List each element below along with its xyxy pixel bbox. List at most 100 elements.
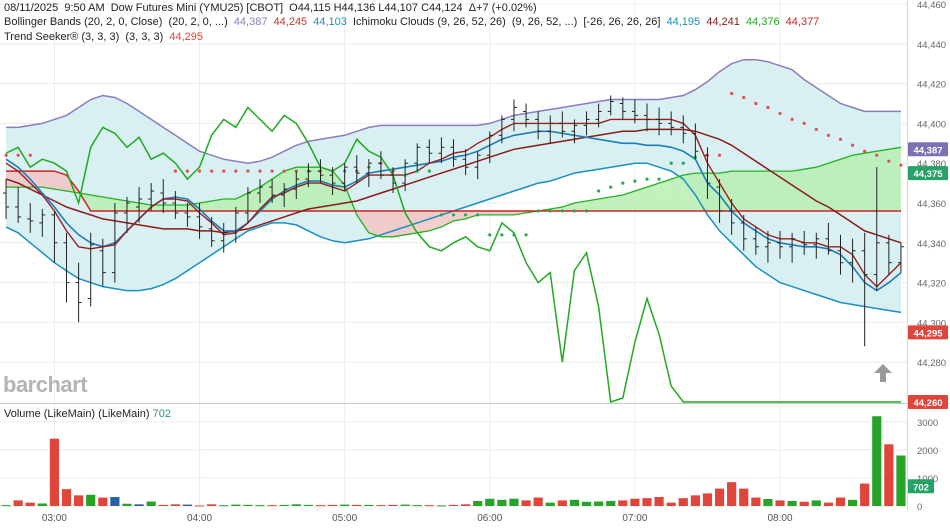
- volume-legend-name[interactable]: Volume (LikeMain): [4, 408, 96, 420]
- bollinger-band-fill: [6, 59, 901, 313]
- volume-bar: [847, 499, 858, 506]
- trend-seeker-dot: [234, 169, 238, 173]
- price-badge: [908, 325, 948, 340]
- price-badge-label: 44,260: [913, 398, 942, 409]
- ichimoku-cloud-segment: [852, 153, 865, 211]
- legend-ichimoku-name[interactable]: Ichimoku Clouds (9, 26, 52, 26): [352, 16, 506, 28]
- volume-bar: [86, 494, 96, 506]
- volume-bar: [243, 504, 253, 506]
- ichimoku-cloud-segment: [393, 210, 406, 237]
- volume-bar: [255, 505, 265, 507]
- trend-seeker-dot: [766, 105, 770, 110]
- legend-ichimoku-params2: [-26, 26, 26, 26]: [583, 16, 661, 28]
- ichimoku-cloud-segment: [622, 191, 635, 211]
- ichimoku-cloud-segment: [888, 147, 901, 211]
- trend-seeker-dot: [4, 153, 8, 157]
- volume-bar: [751, 497, 761, 506]
- price-tick-label: 44,420: [917, 80, 946, 91]
- price-tick-label: 44,320: [917, 279, 946, 290]
- volume-bar: [533, 497, 543, 506]
- trend-seeker-dot: [500, 233, 504, 237]
- volume-bar: [400, 504, 410, 506]
- volume-bar: [327, 504, 338, 506]
- trend-seeker-dot: [463, 213, 468, 217]
- ichimoku-cloud-segment: [417, 210, 430, 233]
- ichimoku-cloud-segment: [102, 197, 115, 211]
- legend-trend-name[interactable]: Trend Seeker® (3, 3, 3): [4, 31, 120, 43]
- volume-bar: [811, 500, 821, 506]
- ichimoku-cloud-segment: [707, 173, 720, 211]
- volume-bar: [896, 455, 906, 506]
- scroll-up-arrow-icon[interactable]: [872, 362, 894, 384]
- legend-ichimoku-v4: 44,377: [785, 16, 820, 28]
- ichimoku-cloud-segment: [380, 210, 394, 237]
- trend-seeker-dot: [681, 161, 685, 165]
- volume-bar: [460, 504, 471, 506]
- trend-seeker-dot: [887, 159, 891, 163]
- ichimoku-cloud-segment: [610, 195, 623, 211]
- ichimoku-cloud-segment: [42, 171, 55, 190]
- trend-seeker-dot: [16, 153, 20, 157]
- volume-bar: [25, 502, 35, 506]
- legend-ichimoku-v3: 44,376: [745, 16, 780, 28]
- volume-bar: [122, 503, 132, 506]
- ichimoku-cloud-segment: [743, 171, 756, 211]
- trend-seeker-dot: [875, 153, 879, 157]
- legend-ichimoku-v2: 44,241: [706, 16, 740, 28]
- legend-trend-value: 44,295: [169, 31, 203, 43]
- volume-bar: [835, 497, 846, 506]
- ichimoku-lagging-line: [5, 106, 901, 403]
- trend-seeker-dot: [814, 127, 818, 131]
- volume-bar: [473, 500, 483, 506]
- volume-tick-label: 2000: [917, 446, 938, 457]
- volume-bar: [727, 482, 737, 506]
- volume-bar: [775, 500, 785, 506]
- ichimoku-cloud-segment: [598, 197, 611, 211]
- ichimoku-cloud-segment: [126, 201, 140, 211]
- trend-seeker-dot: [584, 209, 589, 213]
- trend-seeker-dot: [210, 169, 214, 173]
- volume-bar: [13, 500, 23, 506]
- volume-bar: [98, 497, 108, 506]
- trend-seeker-dot: [899, 163, 903, 167]
- legend-symbol[interactable]: Dow Futures Mini (YMU25) [CBOT]: [110, 2, 284, 14]
- time-tick-label: 04:00: [187, 513, 212, 524]
- legend-bollinger-name[interactable]: Bollinger Bands (20, 2, 0, Close): [4, 16, 163, 28]
- trend-seeker-dot: [548, 209, 552, 213]
- trend-seeker-dot: [742, 95, 746, 100]
- ichimoku-cloud-segment: [6, 171, 19, 188]
- ichimoku-cloud-segment: [562, 202, 575, 211]
- time-tick-label: 08:00: [768, 513, 793, 524]
- ichimoku-cloud-segment: [114, 199, 127, 211]
- ichimoku-cloud-segment: [151, 204, 164, 211]
- volume-bar: [376, 505, 386, 507]
- trend-seeker-dot: [173, 169, 177, 173]
- ichimoku-cloud-segment: [308, 167, 321, 211]
- legend-ichimoku-params: (9, 26, 52, ...): [511, 16, 578, 28]
- legend-time: 9:50 AM: [64, 2, 105, 14]
- volume-legend-params: (LikeMain): [98, 408, 150, 420]
- volume-bar: [110, 497, 120, 506]
- trend-seeker-dot: [778, 111, 782, 116]
- ichimoku-cloud-segment: [175, 204, 188, 211]
- ichimoku-cloud-segment: [163, 204, 176, 211]
- trend-seeker-dot: [282, 169, 286, 173]
- trend-seeker-dot: [621, 181, 625, 185]
- legend-trend-params: (3, 3, 3): [125, 31, 164, 43]
- volume-bar: [315, 505, 326, 507]
- trend-seeker-dot: [439, 213, 444, 217]
- price-tick-label: 44,280: [917, 358, 946, 369]
- legend-ichimoku-v1: 44,195: [666, 16, 701, 28]
- volume-bar: [714, 488, 725, 506]
- volume-bar: [787, 500, 797, 506]
- ichimoku-cloud-segment: [368, 210, 381, 237]
- ichimoku-cloud-segment: [816, 163, 829, 211]
- volume-bar: [690, 495, 700, 506]
- trend-seeker-dot: [270, 169, 274, 173]
- volume-bar: [581, 501, 592, 506]
- volume-bar: [436, 505, 447, 507]
- ichimoku-cloud-segment: [320, 167, 333, 211]
- price-tick-label: 44,300: [917, 318, 946, 329]
- volume-bar: [267, 505, 277, 507]
